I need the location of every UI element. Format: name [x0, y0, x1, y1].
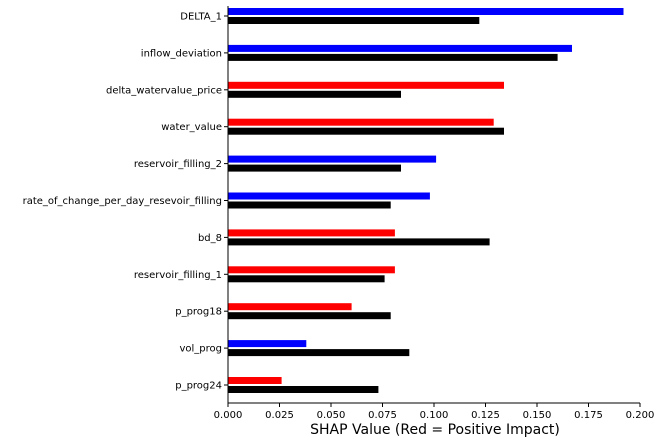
- axis-layer: [224, 6, 641, 407]
- x-tick-label: 0.100: [420, 410, 449, 421]
- bar-shap-p_prog18: [228, 303, 352, 311]
- x-tick-label: 0.025: [265, 410, 294, 421]
- x-tick-label: 0.000: [214, 410, 243, 421]
- labels-layer: DELTA_1 inflow_deviation delta_watervalue_…: [23, 12, 655, 422]
- bar-shap-reservoir_filling_1: [228, 266, 395, 274]
- x-tick-label: 0.150: [523, 410, 552, 421]
- bar-shap-reservoir_filling_2: [228, 155, 437, 163]
- category-label: p_prog18: [175, 307, 222, 318]
- bar-shap-inflow_deviation: [228, 44, 572, 52]
- bar-shap-p_prog24: [228, 377, 282, 384]
- category-label: reservoir_filling_2: [134, 159, 222, 170]
- x-tick-label: 0.075: [368, 410, 397, 421]
- bar-black-DELTA_1: [228, 17, 480, 24]
- bar-black-inflow_deviation: [228, 53, 558, 61]
- bar-shap-water_value: [228, 118, 494, 126]
- bar-shap-DELTA_1: [228, 8, 624, 15]
- category-label: rate_of_change_per_day_resevoir_filling: [23, 196, 222, 207]
- bars-layer: [228, 8, 624, 393]
- x-axis-title: SHAP Value (Red = Positive Impact): [310, 422, 560, 438]
- category-label: DELTA_1: [180, 12, 222, 23]
- bar-black-p_prog18: [228, 312, 391, 320]
- bar-shap-rate_of_change_per_day_resevoir_filling: [228, 192, 430, 200]
- bar-black-vol_prog: [228, 349, 410, 357]
- bar-black-bd_8: [228, 238, 490, 246]
- category-label: bd_8: [198, 233, 222, 244]
- x-tick-label: 0.175: [574, 410, 603, 421]
- bar-black-rate_of_change_per_day_resevoir_filling: [228, 201, 391, 209]
- bar-shap-bd_8: [228, 229, 395, 237]
- bar-black-delta_watervalue_price: [228, 90, 401, 98]
- bar-black-p_prog24: [228, 386, 379, 393]
- category-label: vol_prog: [179, 344, 222, 355]
- bar-black-reservoir_filling_1: [228, 275, 385, 283]
- x-tick-label: 0.200: [626, 410, 655, 421]
- bar-black-reservoir_filling_2: [228, 164, 401, 172]
- category-label: inflow_deviation: [141, 48, 222, 59]
- category-label: delta_watervalue_price: [106, 85, 222, 96]
- bar-black-water_value: [228, 127, 504, 135]
- category-label: water_value: [161, 122, 222, 133]
- x-tick-label: 0.050: [317, 410, 346, 421]
- category-label: reservoir_filling_1: [134, 270, 222, 281]
- bar-shap-delta_watervalue_price: [228, 81, 504, 89]
- category-label: p_prog24: [175, 381, 222, 392]
- bar-shap-vol_prog: [228, 340, 307, 348]
- x-tick-label: 0.125: [471, 410, 500, 421]
